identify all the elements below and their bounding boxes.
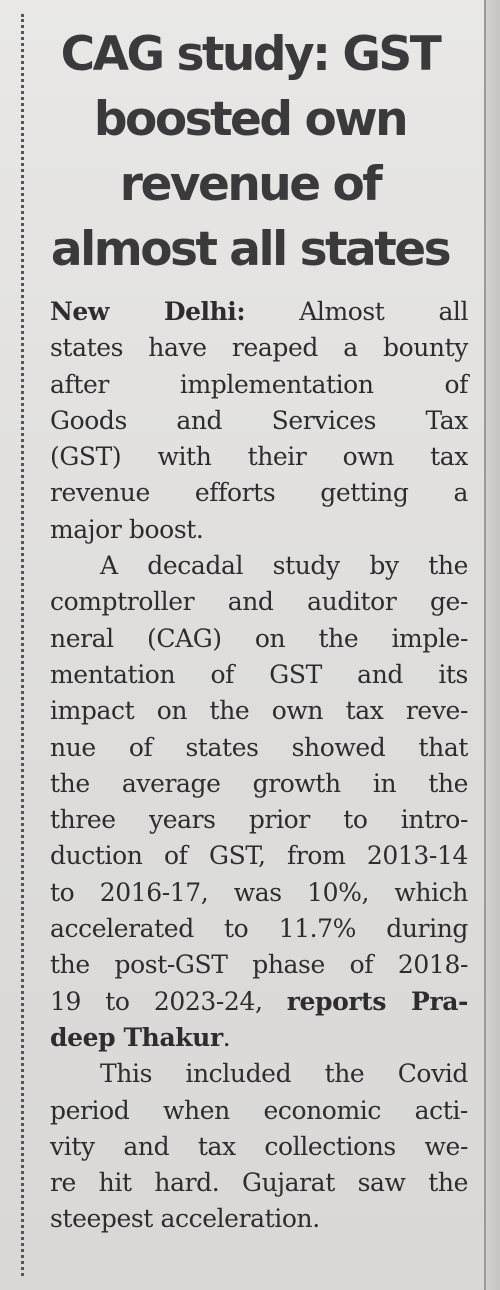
text-line: revenue efforts getting a: [50, 478, 468, 508]
headline: CAG study: GST boosted own revenue of al…: [40, 22, 460, 282]
text-span: 19 to 2023-24,: [50, 986, 287, 1016]
text-line: period when economic acti-: [50, 1095, 468, 1125]
text-line: New Delhi: Almost all: [50, 294, 468, 330]
text-line: the post-GST phase of 2018-: [50, 950, 468, 980]
text-line: mentation of GST and its: [50, 659, 468, 689]
column-divider: [21, 14, 24, 1276]
text-line: the average growth in the: [50, 768, 468, 798]
page-edge: [484, 0, 500, 1290]
text-line: accelerated to 11.7% during: [50, 914, 468, 944]
text-line: comptroller and auditor ge-: [50, 587, 468, 617]
paragraph-1: New Delhi: Almost all states have reaped…: [50, 294, 468, 548]
text-line: to 2016-17, was 10%, which: [50, 877, 468, 907]
text-line: nue of states showed that: [50, 732, 468, 762]
headline-line: revenue of: [119, 157, 383, 212]
dateline: New Delhi:: [50, 297, 246, 326]
headline-line: CAG study: GST: [60, 27, 442, 82]
paragraph-2: A decadal study by the comptroller and a…: [50, 548, 468, 1056]
text-line: vity and tax collections we-: [50, 1131, 468, 1161]
text-line: duction of GST, from 2013-14: [50, 841, 468, 871]
text-line: major boost.: [50, 514, 204, 544]
text-line: This included the Covid: [100, 1059, 468, 1089]
text-span: Almost all: [245, 297, 468, 326]
bleed-through-text: [60, 0, 440, 12]
paragraph-3: This included the Covid period when econ…: [50, 1056, 468, 1237]
text-line: after implementation of: [50, 369, 468, 399]
text-line: A decadal study by the: [100, 551, 468, 581]
text-line: states have reaped a bounty: [50, 333, 468, 363]
text-span: .: [222, 1022, 231, 1052]
headline-line: almost all states: [50, 222, 452, 277]
text-line: steepest acceleration.: [50, 1204, 320, 1234]
headline-line: boosted own: [93, 92, 409, 147]
text-line: three years prior to intro-: [50, 805, 468, 835]
text-line: (GST) with their own tax: [50, 442, 468, 472]
text-line: re hit hard. Gujarat saw the: [50, 1168, 468, 1198]
byline: reports Pra-: [286, 986, 469, 1016]
text-line: deep Thakur.: [50, 1020, 468, 1056]
text-line: 19 to 2023-24, reports Pra-: [50, 984, 468, 1020]
text-line: impact on the own tax reve-: [50, 696, 468, 726]
byline: deep Thakur: [50, 1022, 223, 1052]
text-line: Goods and Services Tax: [50, 405, 468, 435]
text-line: neral (CAG) on the imple-: [50, 623, 468, 653]
article-body: New Delhi: Almost all states have reaped…: [50, 294, 468, 1238]
